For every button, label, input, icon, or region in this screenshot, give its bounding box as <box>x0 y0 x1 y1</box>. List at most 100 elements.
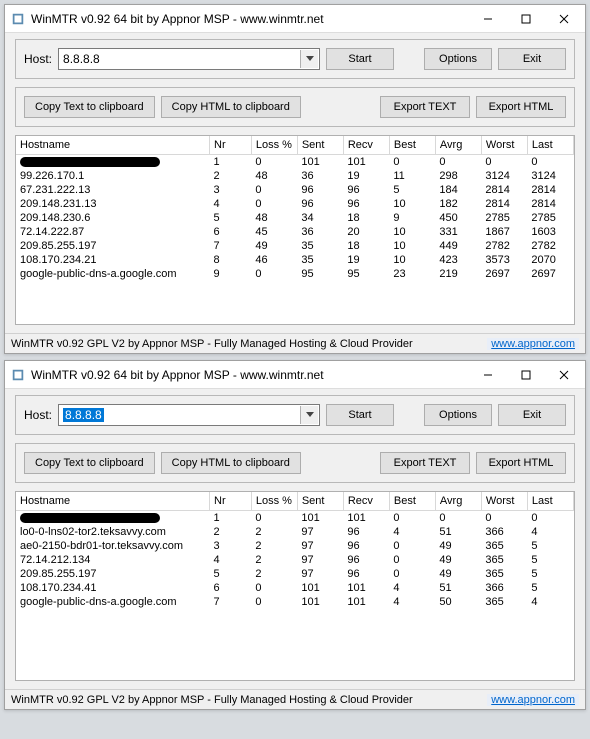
export-text-button[interactable]: Export TEXT <box>380 452 470 474</box>
table-row[interactable]: 209.148.231.134096961018228142814 <box>16 197 574 211</box>
cell-avrg: 0 <box>435 510 481 525</box>
table-row[interactable]: 209.148.230.65483418945027852785 <box>16 211 574 225</box>
cell-avrg: 49 <box>435 567 481 581</box>
cell-recv: 19 <box>343 169 389 183</box>
host-combo[interactable]: 8.8.8.8 <box>58 48 320 70</box>
copy-text-button[interactable]: Copy Text to clipboard <box>24 452 155 474</box>
column-header[interactable]: Recv <box>343 492 389 510</box>
cell-worst: 2782 <box>481 239 527 253</box>
close-button[interactable] <box>545 6 583 32</box>
cell-avrg: 219 <box>435 267 481 281</box>
column-header[interactable]: Sent <box>297 136 343 154</box>
start-button[interactable]: Start <box>326 48 394 70</box>
export-html-button[interactable]: Export HTML <box>476 96 566 118</box>
copy-html-button[interactable]: Copy HTML to clipboard <box>161 96 301 118</box>
cell-best: 0 <box>389 510 435 525</box>
chevron-down-icon[interactable] <box>300 406 318 424</box>
cell-best: 0 <box>389 154 435 169</box>
column-header[interactable]: Best <box>389 136 435 154</box>
column-header[interactable]: Recv <box>343 136 389 154</box>
cell-worst: 3573 <box>481 253 527 267</box>
export-html-button[interactable]: Export HTML <box>476 452 566 474</box>
table-row[interactable]: 209.85.255.19774935181044927822782 <box>16 239 574 253</box>
minimize-button[interactable] <box>469 362 507 388</box>
results-table: HostnameNrLoss %SentRecvBestAvrgWorstLas… <box>16 136 574 281</box>
maximize-button[interactable] <box>507 6 545 32</box>
cell-loss: 49 <box>251 239 297 253</box>
column-header[interactable]: Best <box>389 492 435 510</box>
host-combo[interactable]: 8.8.8.8 <box>58 404 320 426</box>
table-row[interactable]: lo0-0-lns02-tor2.teksavvy.com22979645136… <box>16 525 574 539</box>
minimize-button[interactable] <box>469 6 507 32</box>
cell-best: 10 <box>389 197 435 211</box>
titlebar[interactable]: WinMTR v0.92 64 bit by Appnor MSP - www.… <box>5 5 585 33</box>
status-text: WinMTR v0.92 GPL V2 by Appnor MSP - Full… <box>11 338 413 350</box>
column-header[interactable]: Hostname <box>16 492 210 510</box>
exit-button[interactable]: Exit <box>498 404 566 426</box>
column-header[interactable]: Sent <box>297 492 343 510</box>
column-header[interactable]: Nr <box>210 492 252 510</box>
table-row[interactable]: 67.231.222.13309696518428142814 <box>16 183 574 197</box>
table-row[interactable]: 72.14.212.1344297960493655 <box>16 553 574 567</box>
copy-text-button[interactable]: Copy Text to clipboard <box>24 96 155 118</box>
cell-host: google-public-dns-a.google.com <box>16 595 210 609</box>
cell-best: 9 <box>389 211 435 225</box>
table-row[interactable]: 101011010000 <box>16 510 574 525</box>
export-text-button[interactable]: Export TEXT <box>380 96 470 118</box>
column-header[interactable]: Worst <box>481 492 527 510</box>
chevron-down-icon[interactable] <box>300 50 318 68</box>
column-header[interactable]: Avrg <box>435 136 481 154</box>
window-title: WinMTR v0.92 64 bit by Appnor MSP - www.… <box>31 368 469 382</box>
cell-nr: 3 <box>210 183 252 197</box>
winmtr-window-1: WinMTR v0.92 64 bit by Appnor MSP - www.… <box>4 4 586 354</box>
table-row[interactable]: 99.226.170.124836191129831243124 <box>16 169 574 183</box>
winmtr-window-2: WinMTR v0.92 64 bit by Appnor MSP - www.… <box>4 360 586 710</box>
cell-recv: 101 <box>343 581 389 595</box>
cell-loss: 0 <box>251 197 297 211</box>
cell-worst: 0 <box>481 154 527 169</box>
table-row[interactable]: 101011010000 <box>16 154 574 169</box>
column-header[interactable]: Loss % <box>251 136 297 154</box>
cell-best: 0 <box>389 553 435 567</box>
cell-sent: 97 <box>297 525 343 539</box>
table-row[interactable]: google-public-dns-a.google.com7010110145… <box>16 595 574 609</box>
titlebar[interactable]: WinMTR v0.92 64 bit by Appnor MSP - www.… <box>5 361 585 389</box>
table-row[interactable]: 209.85.255.1975297960493655 <box>16 567 574 581</box>
cell-sent: 35 <box>297 253 343 267</box>
options-button[interactable]: Options <box>424 48 492 70</box>
cell-last: 2814 <box>527 197 573 211</box>
close-button[interactable] <box>545 362 583 388</box>
cell-host <box>16 154 210 169</box>
cell-sent: 36 <box>297 225 343 239</box>
cell-best: 23 <box>389 267 435 281</box>
table-row[interactable]: google-public-dns-a.google.com9095952321… <box>16 267 574 281</box>
cell-worst: 365 <box>481 539 527 553</box>
copy-html-button[interactable]: Copy HTML to clipboard <box>161 452 301 474</box>
status-link[interactable]: www.appnor.com <box>487 338 579 350</box>
column-header[interactable]: Worst <box>481 136 527 154</box>
start-button[interactable]: Start <box>326 404 394 426</box>
cell-nr: 1 <box>210 510 252 525</box>
cell-best: 5 <box>389 183 435 197</box>
cell-sent: 101 <box>297 154 343 169</box>
maximize-button[interactable] <box>507 362 545 388</box>
table-row[interactable]: 72.14.222.8764536201033118671603 <box>16 225 574 239</box>
host-label: Host: <box>24 52 52 66</box>
status-link[interactable]: www.appnor.com <box>487 694 579 706</box>
cell-loss: 0 <box>251 581 297 595</box>
column-header[interactable]: Nr <box>210 136 252 154</box>
options-button[interactable]: Options <box>424 404 492 426</box>
table-row[interactable]: 108.170.234.2184635191042335732070 <box>16 253 574 267</box>
column-header[interactable]: Avrg <box>435 492 481 510</box>
column-header[interactable]: Last <box>527 136 573 154</box>
column-header[interactable]: Hostname <box>16 136 210 154</box>
column-header[interactable]: Loss % <box>251 492 297 510</box>
table-row[interactable]: ae0-2150-bdr01-tor.teksavvy.com329796049… <box>16 539 574 553</box>
table-row[interactable]: 108.170.234.41601011014513665 <box>16 581 574 595</box>
cell-worst: 365 <box>481 567 527 581</box>
column-header[interactable]: Last <box>527 492 573 510</box>
status-bar: WinMTR v0.92 GPL V2 by Appnor MSP - Full… <box>5 689 585 709</box>
cell-last: 2785 <box>527 211 573 225</box>
exit-button[interactable]: Exit <box>498 48 566 70</box>
cell-loss: 2 <box>251 525 297 539</box>
